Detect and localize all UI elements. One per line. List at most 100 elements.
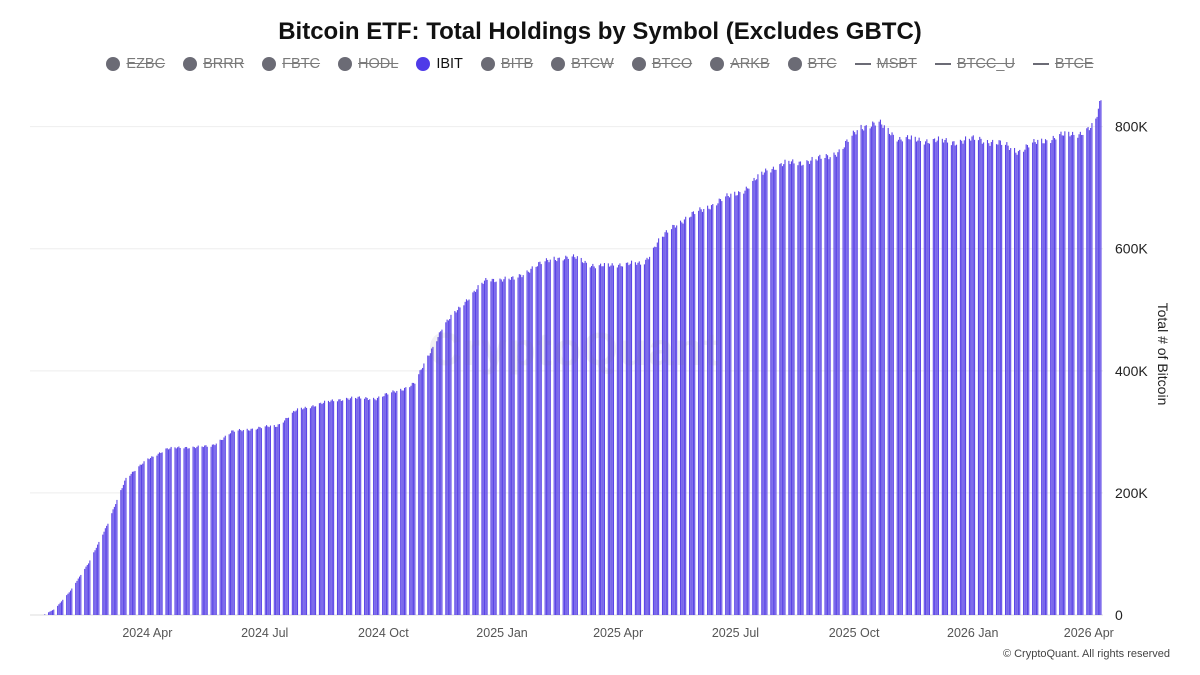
- ibit-bar: [647, 259, 649, 615]
- ibit-bar: [681, 222, 683, 615]
- ibit-bar: [206, 446, 208, 615]
- ibit-bar: [979, 136, 981, 616]
- ibit-bar: [572, 254, 575, 615]
- ibit-bar: [120, 490, 122, 615]
- ibit-bar: [183, 448, 185, 615]
- ibit-bar: [213, 444, 215, 615]
- ibit-bar: [228, 434, 230, 615]
- ibit-bar: [954, 145, 956, 615]
- legend-item-btce[interactable]: BTCE: [1032, 56, 1094, 72]
- ibit-bar: [431, 348, 433, 615]
- ibit-bar: [756, 179, 758, 615]
- ibit-bar: [367, 400, 369, 615]
- ibit-bar: [890, 135, 892, 615]
- ibit-bar: [358, 396, 360, 615]
- legend-swatch: [1032, 63, 1049, 65]
- ibit-bar: [980, 138, 982, 615]
- ibit-bar: [286, 418, 288, 615]
- ibit-bar: [834, 154, 836, 615]
- ibit-bar: [1061, 135, 1063, 615]
- ibit-bar: [603, 263, 605, 615]
- ibit-bar: [1099, 101, 1101, 615]
- ibit-bar: [545, 258, 547, 615]
- ibit-bar: [638, 261, 640, 615]
- ibit-bar: [148, 459, 150, 615]
- ibit-bar: [522, 275, 524, 615]
- ibit-bar: [873, 122, 875, 616]
- ibit-bar: [197, 445, 199, 615]
- ibit-bar: [1007, 145, 1009, 615]
- ibit-bar: [402, 390, 404, 615]
- legend-swatch: [854, 63, 871, 65]
- ibit-bar: [339, 399, 341, 615]
- legend-swatch: [710, 57, 725, 71]
- ibit-bar: [718, 198, 720, 616]
- ibit-bar: [1028, 147, 1030, 615]
- ibit-bar: [459, 307, 461, 615]
- ibit-bar: [246, 428, 248, 615]
- ibit-bar: [932, 139, 934, 615]
- ibit-bar: [304, 406, 306, 615]
- ibit-bar: [387, 394, 389, 615]
- legend-item-btcw[interactable]: BTCW: [551, 56, 614, 72]
- ibit-bar: [986, 140, 989, 616]
- legend-item-btc[interactable]: BTC: [787, 56, 837, 72]
- ibit-bar: [783, 164, 785, 615]
- legend-item-ibit[interactable]: IBIT: [416, 56, 463, 72]
- legend-item-btco[interactable]: BTCO: [631, 56, 692, 72]
- ibit-bar: [917, 140, 919, 616]
- ibit-bar: [499, 278, 501, 615]
- ibit-bar: [508, 278, 510, 615]
- legend-item-arkb[interactable]: ARKB: [710, 56, 770, 72]
- ibit-bar: [594, 268, 596, 615]
- ibit-bar: [1006, 142, 1008, 615]
- ibit-bar: [820, 158, 822, 615]
- ibit-bar: [318, 403, 320, 615]
- ibit-bar: [935, 142, 937, 615]
- ibit-bar: [161, 452, 163, 615]
- ibit-bar: [616, 267, 618, 615]
- ibit-bar: [580, 257, 582, 615]
- x-tick-label: 2024 Oct: [358, 626, 409, 640]
- ibit-bar: [509, 279, 511, 615]
- ibit-bar: [322, 402, 324, 615]
- ibit-bar: [124, 480, 126, 615]
- ibit-bar: [205, 445, 207, 615]
- ibit-bar: [156, 455, 158, 615]
- ibit-bar: [477, 285, 479, 615]
- ibit-bar: [432, 346, 434, 615]
- legend-item-msbt[interactable]: MSBT: [854, 56, 917, 72]
- ibit-bar: [158, 452, 161, 615]
- legend-item-ezbc[interactable]: EZBC: [106, 56, 165, 72]
- ibit-bar: [727, 195, 729, 616]
- ibit-bar: [846, 139, 848, 615]
- x-tick-label: 2025 Jan: [476, 626, 527, 640]
- legend-swatch: [338, 57, 353, 71]
- ibit-bar: [1073, 134, 1075, 615]
- ibit-bar: [989, 145, 991, 615]
- ibit-bar: [333, 401, 335, 615]
- ibit-bar: [953, 141, 955, 616]
- ibit-bar: [468, 299, 470, 615]
- ibit-bar: [241, 431, 243, 615]
- ibit-bar: [94, 550, 96, 615]
- ibit-bar: [449, 318, 451, 615]
- ibit-bar: [999, 140, 1001, 615]
- ibit-bar: [196, 446, 198, 615]
- ibit-bar: [75, 582, 77, 615]
- ibit-bar: [808, 163, 811, 615]
- ibit-bar: [600, 263, 602, 615]
- ibit-bar: [300, 407, 302, 615]
- legend-item-fbtc[interactable]: FBTC: [262, 56, 320, 72]
- ibit-bar: [780, 163, 782, 615]
- ibit-bar: [138, 466, 140, 615]
- ibit-bar: [781, 166, 783, 615]
- legend-item-bitb[interactable]: BITB: [480, 56, 533, 72]
- legend-item-hodl[interactable]: HODL: [338, 56, 398, 72]
- legend-item-btcc-u[interactable]: BTCC_U: [934, 56, 1015, 72]
- ibit-bar: [364, 398, 366, 615]
- legend-item-brrr[interactable]: BRRR: [183, 56, 244, 72]
- ibit-bar: [899, 136, 901, 615]
- ibit-bar: [311, 406, 313, 615]
- ibit-bar: [77, 578, 79, 615]
